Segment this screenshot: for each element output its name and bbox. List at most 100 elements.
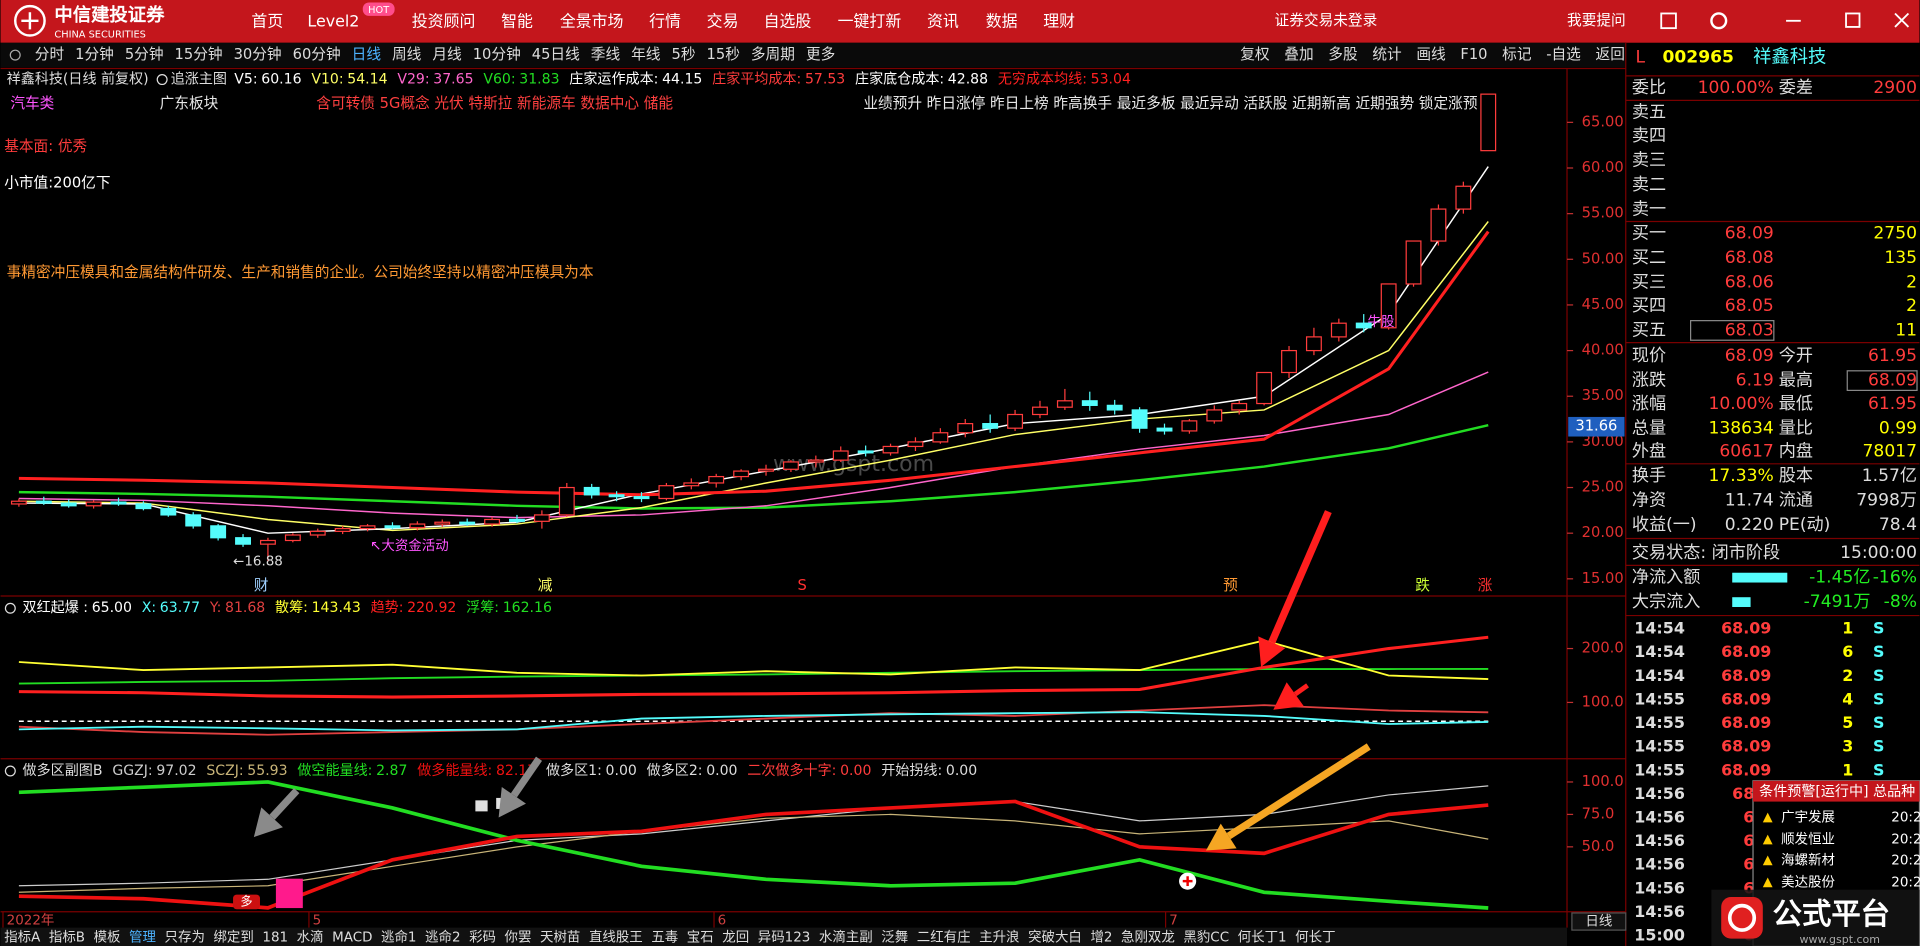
period-tab[interactable]: 30分钟	[234, 46, 282, 63]
period-tab[interactable]: 15秒	[707, 46, 741, 63]
candle-body	[459, 521, 476, 525]
indicator-tab[interactable]: 何长丁	[1295, 929, 1335, 945]
tool-button[interactable]: -自选	[1546, 46, 1581, 63]
alert-stock[interactable]: 广宇发展	[1781, 810, 1835, 826]
indicator-tab[interactable]: 五毒	[651, 929, 678, 945]
menu-item[interactable]: 资讯	[927, 12, 959, 31]
cost-stat: 57.53	[805, 72, 845, 88]
signal-tag: 多	[240, 894, 252, 908]
signal-label: S	[797, 577, 806, 594]
period-tab[interactable]: 分时	[35, 46, 65, 63]
login-status[interactable]: 证券交易未登录	[1275, 11, 1378, 29]
indicator-tab[interactable]: 天树苗	[540, 929, 580, 945]
indicator-tab[interactable]: 主升浪	[979, 929, 1019, 945]
legend-entry: 0.00	[706, 763, 737, 779]
indicator-name[interactable]: 追涨主图	[171, 72, 227, 88]
period-tab[interactable]: 5分钟	[125, 46, 164, 63]
alert-stock[interactable]: 美达股份	[1781, 874, 1835, 890]
indicator-tab[interactable]: 逃命1	[381, 928, 416, 945]
menu-item[interactable]: 自选股	[764, 12, 812, 31]
period-tab[interactable]: 周线	[392, 46, 422, 63]
brand-url: www.gspt.com	[1800, 933, 1880, 946]
indicator-tab[interactable]: 模板	[94, 929, 121, 945]
tool-button[interactable]: 统计	[1372, 46, 1402, 63]
tool-button[interactable]: 叠加	[1284, 46, 1313, 63]
menu-item[interactable]: 一键打新	[838, 12, 902, 31]
indicator-tab[interactable]: 宝石	[687, 929, 714, 945]
indicator-tab[interactable]: 只存为	[165, 929, 205, 945]
indicator-tab[interactable]: 绑定到	[213, 929, 253, 945]
menu-item[interactable]: 首页	[251, 12, 283, 31]
settings-icon[interactable]	[1710, 12, 1728, 30]
indicator-name[interactable]: 做多区副图B	[23, 762, 103, 779]
trade-time: 14:54	[1634, 666, 1685, 685]
indicator-tab[interactable]: 急刚双龙	[1121, 929, 1175, 945]
quote-label: 换手	[1632, 466, 1666, 486]
candle-body	[1181, 420, 1198, 432]
flow-label: 净流入额	[1632, 568, 1701, 588]
indicator-tab[interactable]: 你罢	[505, 929, 532, 945]
candle-body	[434, 521, 451, 525]
indicator-tab[interactable]: 181	[262, 930, 288, 945]
menu-item[interactable]: 行情	[649, 12, 681, 31]
bid-level: 买五	[1632, 320, 1666, 340]
quote-label: 流通	[1779, 491, 1813, 511]
candle-body	[1355, 322, 1372, 329]
indicator-tab[interactable]: 水滴	[297, 928, 324, 945]
period-tab[interactable]: 年线	[631, 46, 661, 63]
cube-icon[interactable]	[1660, 12, 1677, 30]
tool-button[interactable]: 返回	[1596, 46, 1625, 63]
period-tab[interactable]: 5秒	[672, 46, 696, 63]
tool-button[interactable]: 多股	[1328, 46, 1358, 63]
menu-item[interactable]: 交易	[707, 12, 739, 31]
tool-button[interactable]: 标记	[1502, 46, 1532, 63]
tool-button[interactable]: 复权	[1240, 45, 1270, 63]
indicator-tab[interactable]: 指标A	[4, 929, 41, 945]
maximize[interactable]	[1845, 12, 1861, 28]
menu-item[interactable]: 全景市场	[560, 12, 624, 31]
indicator-tab[interactable]: 何长丁1	[1238, 929, 1287, 945]
tool-button[interactable]: 画线	[1416, 46, 1446, 63]
menu-item[interactable]: 智能	[501, 12, 533, 31]
period-tab[interactable]: 10分钟	[473, 46, 521, 63]
indicator-tab[interactable]: 直线股王	[589, 929, 643, 945]
period-tab[interactable]: 月线	[432, 46, 462, 63]
period-tab[interactable]: 季线	[591, 46, 621, 63]
ask-button[interactable]: 我要提问	[1567, 12, 1626, 29]
indicator-tab[interactable]: 突破大白	[1028, 929, 1082, 945]
quote-label: 内盘	[1779, 442, 1813, 462]
indicator-tab[interactable]: 管理	[129, 929, 156, 945]
series-line	[18, 711, 1489, 732]
period-tab[interactable]: 45日线	[532, 46, 580, 63]
indicator-tab[interactable]: 黑豹CC	[1183, 929, 1229, 945]
alert-stock[interactable]: 顺发恒业	[1781, 832, 1835, 848]
indicator-tab[interactable]: 彩码	[469, 929, 496, 945]
menu-item[interactable]: 投资顾问	[412, 12, 476, 31]
candle-body	[1480, 93, 1497, 152]
candle-body	[259, 539, 276, 545]
legend-entry: 37.65	[433, 72, 473, 88]
alert-stock[interactable]: 海螺新材	[1781, 852, 1835, 868]
trade-time: 14:55	[1634, 760, 1685, 779]
indicator-tab[interactable]: 指标B	[49, 929, 85, 945]
menu-item[interactable]: Level2	[307, 12, 359, 31]
indicator-tab[interactable]: 逃命2	[425, 928, 460, 945]
indicator-tab[interactable]: 水滴主副	[819, 928, 873, 945]
period-tab[interactable]: 多周期	[751, 46, 795, 63]
bid-level: 买三	[1632, 273, 1666, 293]
period-tab[interactable]: 1分钟	[75, 46, 114, 63]
period-tab[interactable]: 15分钟	[175, 46, 223, 63]
indicator-tab[interactable]: 泛舞	[881, 929, 908, 945]
candle-body	[982, 423, 999, 429]
indicator-tab[interactable]: 二红有庄	[917, 928, 971, 945]
indicator-tab[interactable]: 增2	[1090, 929, 1112, 945]
period-tab[interactable]: 更多	[806, 46, 835, 63]
tool-button[interactable]: F10	[1460, 46, 1487, 63]
indicator-tab[interactable]: 龙回	[722, 929, 749, 945]
menu-item[interactable]: 数据	[986, 12, 1018, 31]
period-tab[interactable]: 日线	[352, 46, 382, 63]
menu-item[interactable]: 理财	[1043, 12, 1075, 31]
period-tab[interactable]: 60分钟	[293, 46, 341, 63]
indicator-tab[interactable]: MACD	[332, 930, 372, 945]
indicator-tab[interactable]: 异码123	[758, 930, 811, 945]
